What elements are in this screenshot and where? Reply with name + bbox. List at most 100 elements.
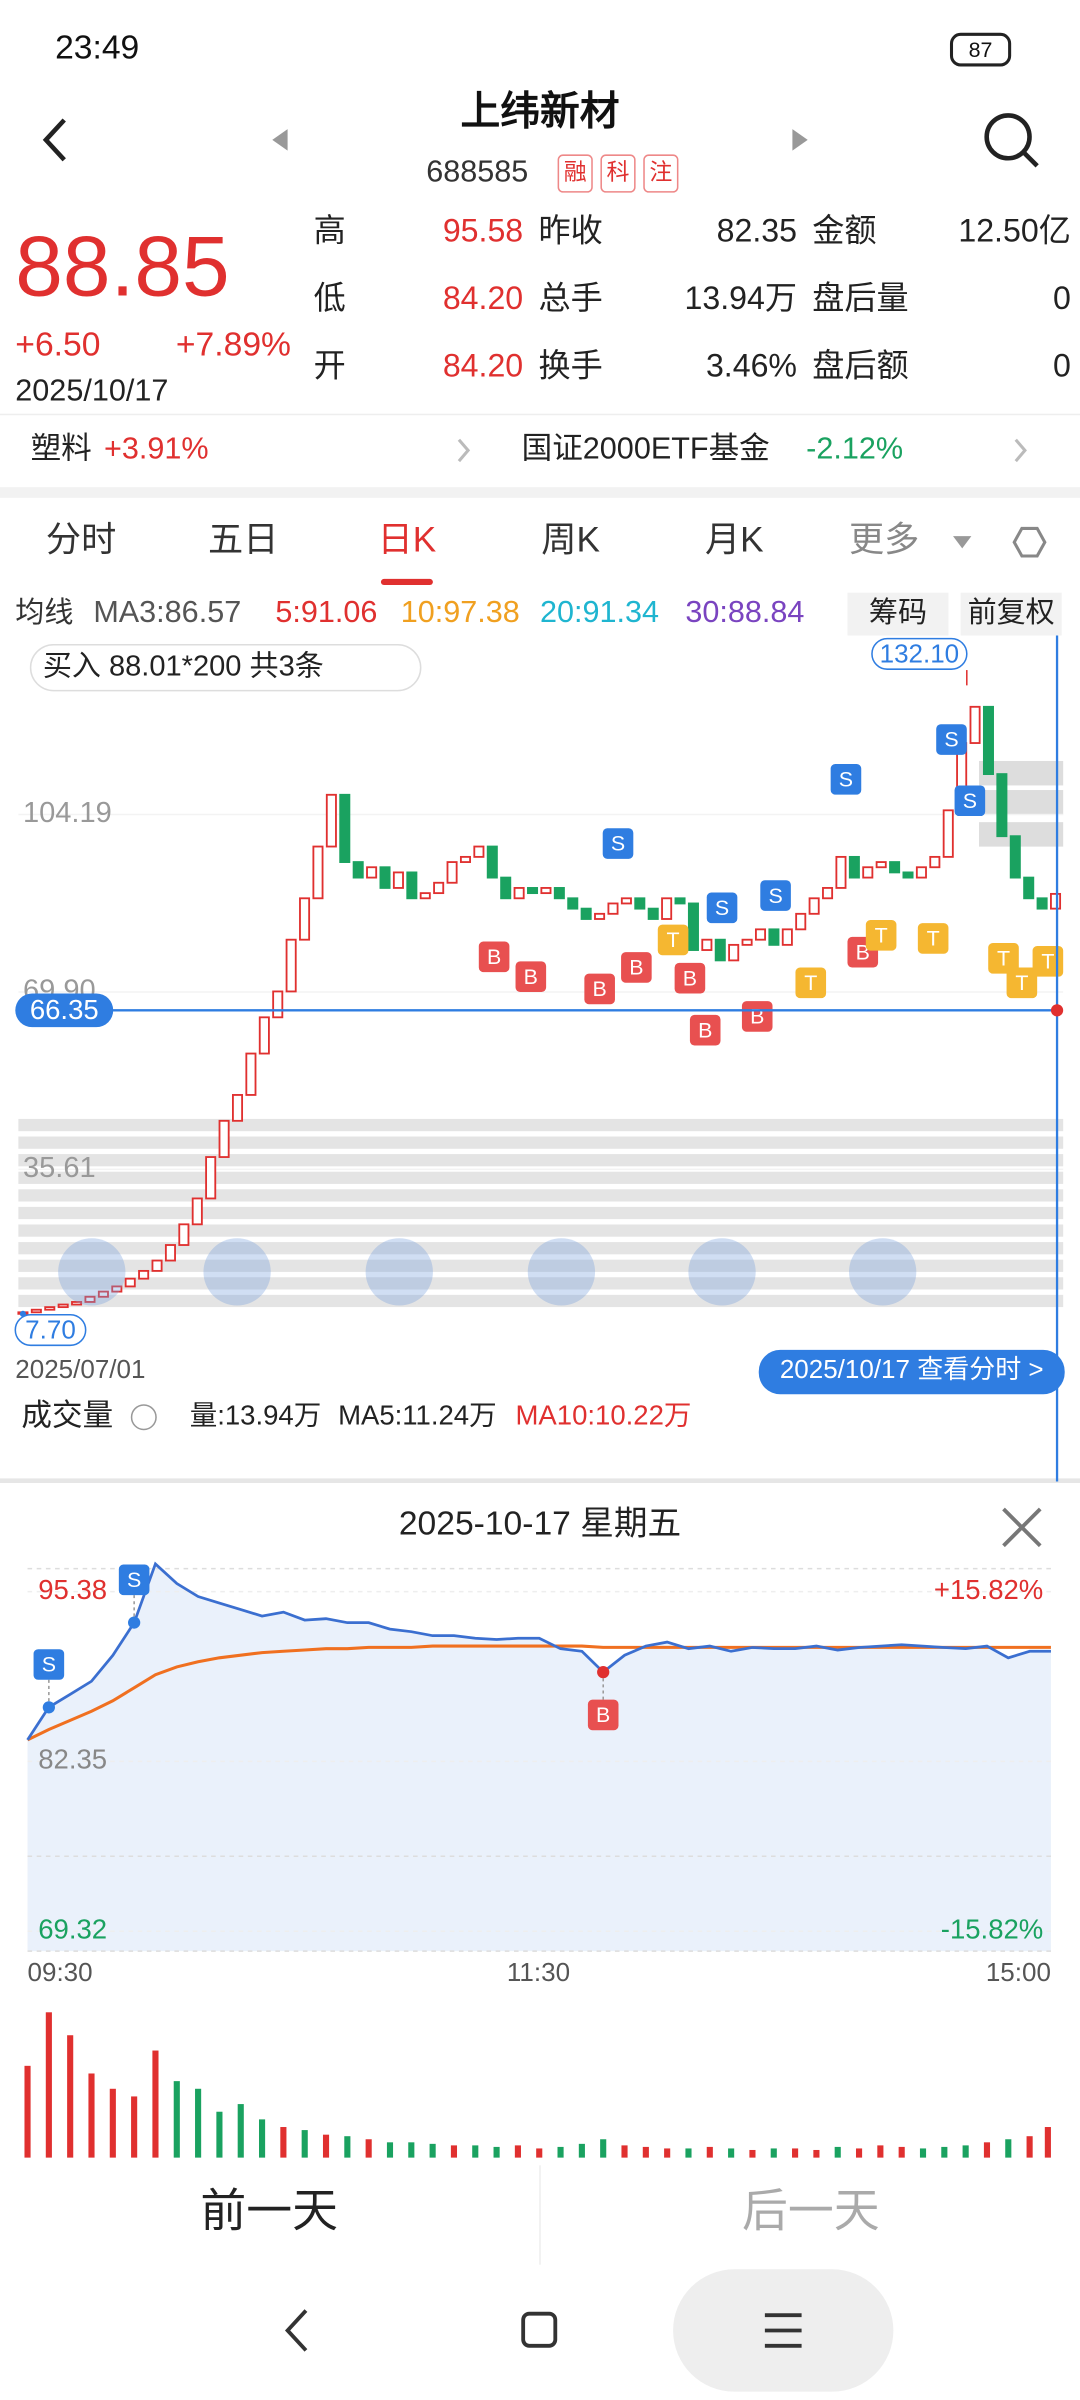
- signal: T: [667, 928, 680, 952]
- zoom-control[interactable]: [365, 1238, 433, 1306]
- nav-home[interactable]: [521, 2311, 558, 2348]
- cursor-box: [15, 993, 114, 1028]
- candle: [754, 928, 767, 941]
- signal: T: [997, 946, 1010, 970]
- stat-label: 开: [314, 347, 346, 383]
- candle: [915, 866, 927, 879]
- detail-btn-bg[interactable]: [758, 1349, 1065, 1395]
- candle: [486, 845, 498, 879]
- chip-band: [18, 1277, 1064, 1290]
- candle: [808, 897, 820, 915]
- volume-bar: [770, 2148, 777, 2158]
- trade-note[interactable]: 买入 88.01*200 共3条: [43, 649, 324, 682]
- volume-bar: [88, 2073, 95, 2158]
- candle: [138, 1269, 150, 1280]
- candle: [218, 1119, 230, 1158]
- volume-bar: [301, 2130, 308, 2158]
- signal: B: [698, 1018, 712, 1042]
- button[interactable]: 筹码: [869, 596, 927, 629]
- button-bg[interactable]: [960, 592, 1062, 636]
- detail-button[interactable]: 2025/10/17 查看分时 >: [780, 1354, 1044, 1384]
- volume-bar: [408, 2142, 415, 2158]
- tab[interactable]: 五日: [208, 521, 278, 560]
- volume-ma10: MA10:10.22万: [516, 1399, 692, 1430]
- sector-change: -2.12%: [806, 432, 903, 466]
- zoom-control[interactable]: [203, 1238, 271, 1306]
- pct-label: -15.82%: [941, 1914, 1044, 1945]
- volume-bar: [45, 2012, 52, 2158]
- zoom-control[interactable]: [527, 1238, 596, 1306]
- volume-bar: [365, 2139, 372, 2158]
- candle: [379, 866, 391, 889]
- candle: [728, 943, 740, 962]
- signal-badge: [515, 961, 547, 992]
- tag-box: [643, 154, 679, 193]
- candle: [580, 907, 592, 920]
- tab[interactable]: 更多: [849, 521, 919, 560]
- price-line: [26, 1561, 1051, 1741]
- signal-badge: [689, 1014, 721, 1046]
- stock-code: 688585: [426, 155, 528, 189]
- button[interactable]: 前复权: [968, 596, 1055, 629]
- signal: S: [611, 832, 625, 856]
- candle: [406, 871, 418, 900]
- button-bg[interactable]: [847, 592, 949, 636]
- candle: [164, 1244, 176, 1262]
- candle: [325, 793, 337, 848]
- candle: [71, 1301, 83, 1306]
- tab[interactable]: 分时: [46, 521, 116, 560]
- signal: S: [127, 1568, 141, 1592]
- clock: 23:49: [55, 30, 139, 67]
- volume-bar: [877, 2145, 884, 2158]
- zoom-control[interactable]: [58, 1238, 126, 1306]
- candle: [929, 855, 941, 869]
- candle: [285, 938, 297, 993]
- candle: [500, 876, 512, 900]
- zoom-control[interactable]: [688, 1238, 756, 1306]
- next-day[interactable]: 后一天: [742, 2184, 880, 2236]
- candle: [781, 928, 793, 946]
- tag: 融: [564, 159, 587, 185]
- next-stock[interactable]: [792, 129, 808, 151]
- candle: [97, 1290, 109, 1298]
- candle: [191, 1197, 203, 1226]
- volume-bar: [344, 2136, 351, 2158]
- prev-stock[interactable]: [272, 129, 288, 151]
- close-button[interactable]: [1002, 1507, 1042, 1548]
- prev-day[interactable]: 前一天: [200, 2184, 338, 2236]
- stat-label: 高: [314, 213, 346, 249]
- volume-bar: [514, 2145, 521, 2158]
- stat-label: 总手: [538, 280, 602, 316]
- signal: T: [1015, 971, 1028, 995]
- candle: [795, 912, 807, 931]
- sector-name[interactable]: 塑料: [31, 432, 92, 466]
- signal-badge: [587, 1699, 619, 1731]
- high-box: [871, 637, 968, 670]
- stat-value: 95.58: [443, 213, 523, 249]
- candle: [1023, 876, 1035, 900]
- settings[interactable]: [1012, 526, 1047, 558]
- sector-name[interactable]: 国证2000ETF基金: [522, 432, 770, 466]
- candle: [594, 912, 606, 920]
- zoom-control[interactable]: [849, 1238, 917, 1306]
- volume-bar: [152, 2050, 159, 2158]
- volume-bar: [855, 2148, 863, 2158]
- tab[interactable]: 月K: [705, 521, 764, 560]
- help-icon: [130, 1404, 157, 1431]
- candle: [701, 938, 713, 951]
- tab[interactable]: 周K: [541, 521, 600, 560]
- tab[interactable]: 日K: [378, 521, 437, 560]
- back-button[interactable]: [42, 118, 66, 162]
- signal-badge: [602, 828, 634, 859]
- candle: [687, 902, 699, 951]
- candle: [996, 773, 1008, 838]
- ma-value: 30:88.84: [685, 595, 804, 629]
- search-button[interactable]: [984, 113, 1039, 168]
- nav-recent[interactable]: [764, 2313, 802, 2348]
- stat-value: 12.50亿: [958, 213, 1070, 249]
- signal: B: [487, 945, 501, 969]
- trade-note-bg[interactable]: [29, 643, 422, 692]
- candle: [540, 887, 552, 895]
- more-arrow: [953, 536, 972, 549]
- nav-back[interactable]: [284, 2309, 308, 2352]
